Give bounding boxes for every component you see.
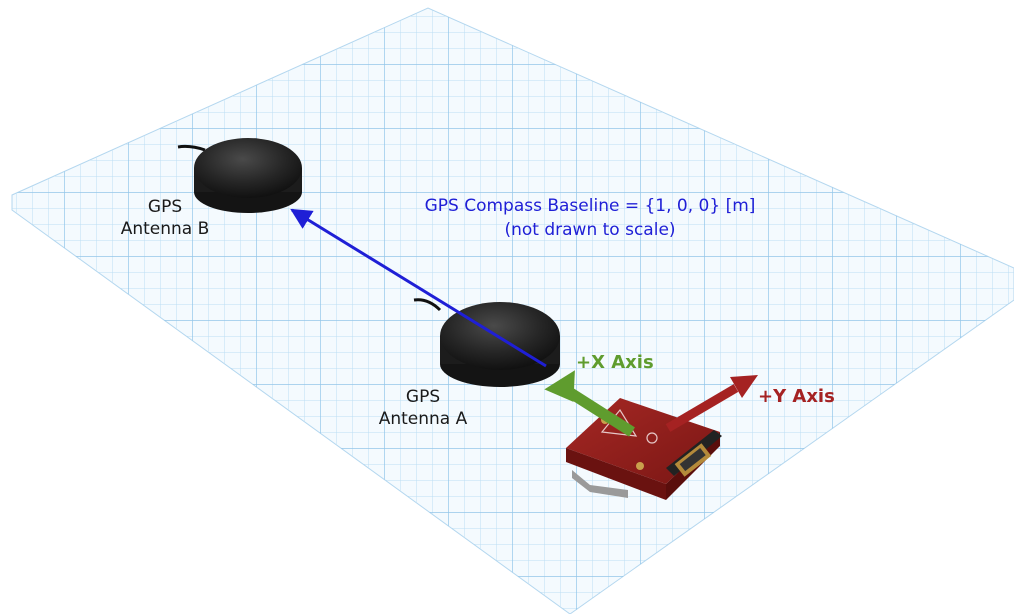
antenna-b-label-line2: Antenna B (120, 219, 210, 239)
antenna-a-label-line1: GPS (405, 387, 441, 407)
x-axis-label: +X Axis (576, 352, 654, 373)
antenna-b-label: GPS Antenna B (106, 196, 224, 240)
gps-antenna-b (177, 138, 302, 213)
y-axis-label: +Y Axis (758, 386, 835, 407)
baseline-label-line2: (not drawn to scale) (504, 220, 676, 240)
antenna-a-label: GPS Antenna A (362, 386, 484, 430)
baseline-label: GPS Compass Baseline = {1, 0, 0} [m] (no… (360, 194, 820, 242)
baseline-label-line1: GPS Compass Baseline = {1, 0, 0} [m] (424, 196, 756, 216)
antenna-a-label-line2: Antenna A (378, 409, 468, 429)
baseline-arrow (290, 208, 547, 368)
y-axis-arrow (665, 375, 758, 432)
antenna-b-label-line1: GPS (147, 197, 183, 217)
x-axis-arrow (544, 370, 635, 437)
